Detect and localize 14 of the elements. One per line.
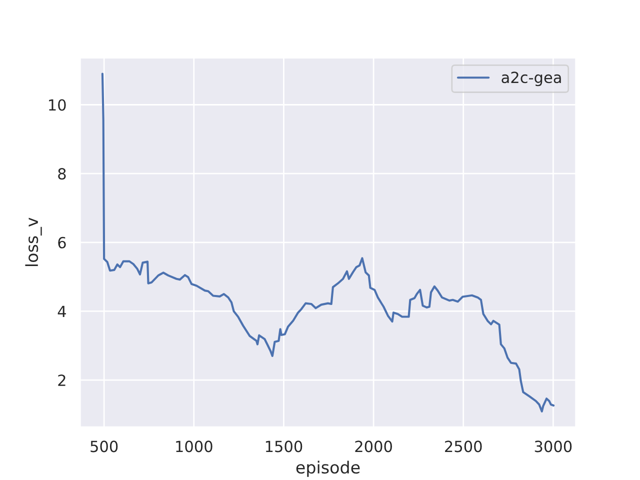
x-tick-label: 2000 [355,440,392,452]
y-tick-label: 4 [58,306,66,318]
legend-label: a2c-gea [502,72,561,86]
x-tick-label: 1500 [266,440,302,452]
x-tick-label: 1000 [176,440,212,452]
y-tick-label: 8 [58,168,66,180]
x-tick-label: 500 [90,440,118,452]
x-axis-title: episode [296,460,360,477]
x-tick-label: 3000 [534,440,572,452]
y-tick-label: 6 [58,236,66,248]
y-tick-label: 2 [58,374,66,386]
y-tick-label: 10 [49,99,66,111]
x-tick-label: 2500 [445,440,482,452]
y-axis-title: loss_v [25,218,42,266]
